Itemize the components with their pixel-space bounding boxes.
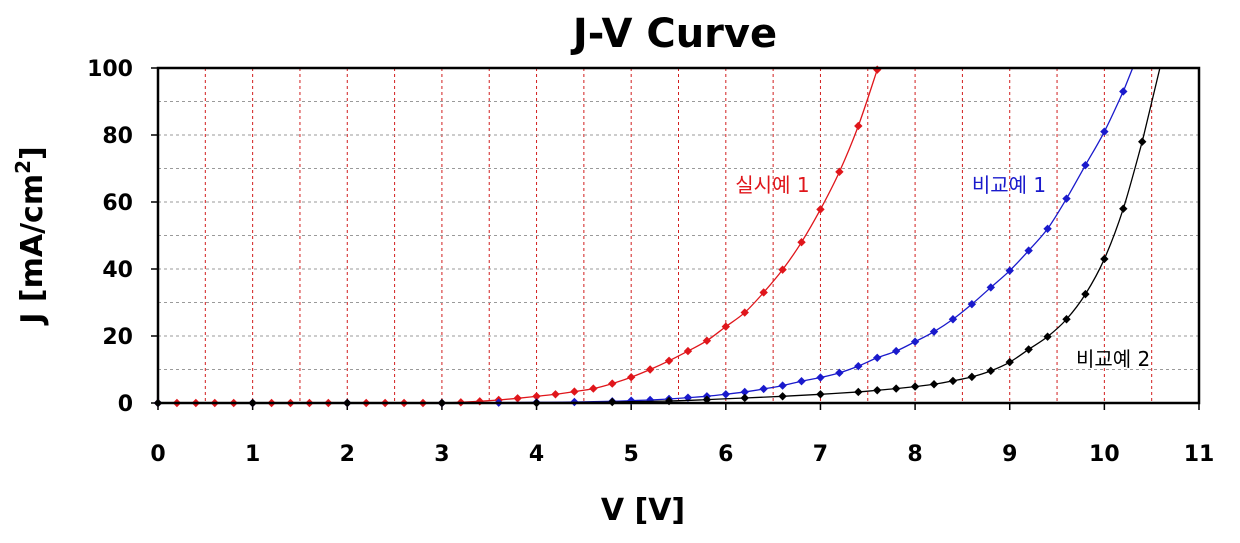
x-tick-label: 5: [624, 442, 639, 467]
x-tick-label: 10: [1089, 442, 1120, 467]
y-tick-label: 40: [102, 258, 133, 283]
axis-ticks: [151, 68, 1199, 410]
y-tick-labels: 0 20 40 60 80 100: [87, 57, 133, 417]
data-point: [759, 385, 767, 393]
data-point: [873, 65, 881, 73]
data-point: [1119, 87, 1127, 95]
data-point: [1119, 205, 1127, 213]
y-tick-label: 20: [102, 325, 133, 350]
data-point: [627, 373, 635, 381]
data-point: [778, 381, 786, 389]
data-point: [1100, 255, 1108, 263]
data-point: [930, 380, 938, 388]
data-point: [1138, 138, 1146, 146]
data-point: [1062, 194, 1070, 202]
x-tick-labels: 0 1 2 3 4 5 6 7 8 9 10 11: [150, 442, 1214, 467]
series-layer: [154, 65, 1160, 407]
series-line: [158, 68, 878, 403]
data-point: [911, 382, 919, 390]
data-point: [892, 347, 900, 355]
data-point: [854, 122, 862, 130]
data-point: [476, 397, 484, 405]
data-point: [873, 354, 881, 362]
x-tick-label: 8: [907, 442, 922, 467]
x-tick-label: 1: [245, 442, 260, 467]
x-tick-label: 3: [434, 442, 449, 467]
y-tick-label: 80: [102, 124, 133, 149]
data-point: [646, 365, 654, 373]
series-label: 비교예 2: [1076, 347, 1150, 371]
series-1: [154, 65, 882, 407]
data-point: [1006, 358, 1014, 366]
y-tick-label: 100: [87, 57, 133, 82]
data-point: [816, 205, 824, 213]
y-tick-label: 60: [102, 191, 133, 216]
data-point: [608, 379, 616, 387]
x-tick-label: 9: [1002, 442, 1017, 467]
data-point: [797, 377, 805, 385]
data-point: [1081, 290, 1089, 298]
x-tick-label: 0: [150, 442, 165, 467]
data-point: [949, 377, 957, 385]
series-2: [154, 68, 1133, 407]
chart-title: J-V Curve: [570, 11, 777, 57]
data-point: [911, 337, 919, 345]
data-point: [854, 388, 862, 396]
series-3: [154, 68, 1160, 407]
data-point: [797, 238, 805, 246]
series-label: 실시예 1: [735, 173, 809, 197]
y-axis-label: J [mA/cm2]: [11, 146, 50, 325]
data-point: [513, 394, 521, 402]
data-point: [684, 347, 692, 355]
data-point: [1024, 345, 1032, 353]
data-point: [816, 373, 824, 381]
data-point: [987, 367, 995, 375]
x-tick-label: 11: [1184, 442, 1215, 467]
series-label: 비교예 1: [972, 173, 1046, 197]
data-point: [551, 390, 559, 398]
data-point: [816, 390, 824, 398]
data-point: [589, 384, 597, 392]
data-point: [778, 392, 786, 400]
data-point: [665, 357, 673, 365]
y-tick-label: 0: [118, 392, 133, 417]
series-annotations: 실시예 1 비교예 1 비교예 2: [735, 173, 1150, 371]
data-point: [873, 386, 881, 394]
data-point: [892, 384, 900, 392]
x-axis-label: V [V]: [601, 493, 685, 528]
data-point: [968, 373, 976, 381]
x-tick-label: 2: [340, 442, 355, 467]
data-point: [741, 394, 749, 402]
x-tick-label: 4: [529, 442, 544, 467]
data-point: [930, 327, 938, 335]
data-point: [722, 390, 730, 398]
x-tick-label: 6: [718, 442, 733, 467]
data-point: [570, 387, 578, 395]
x-tick-label: 7: [813, 442, 828, 467]
data-point: [703, 336, 711, 344]
